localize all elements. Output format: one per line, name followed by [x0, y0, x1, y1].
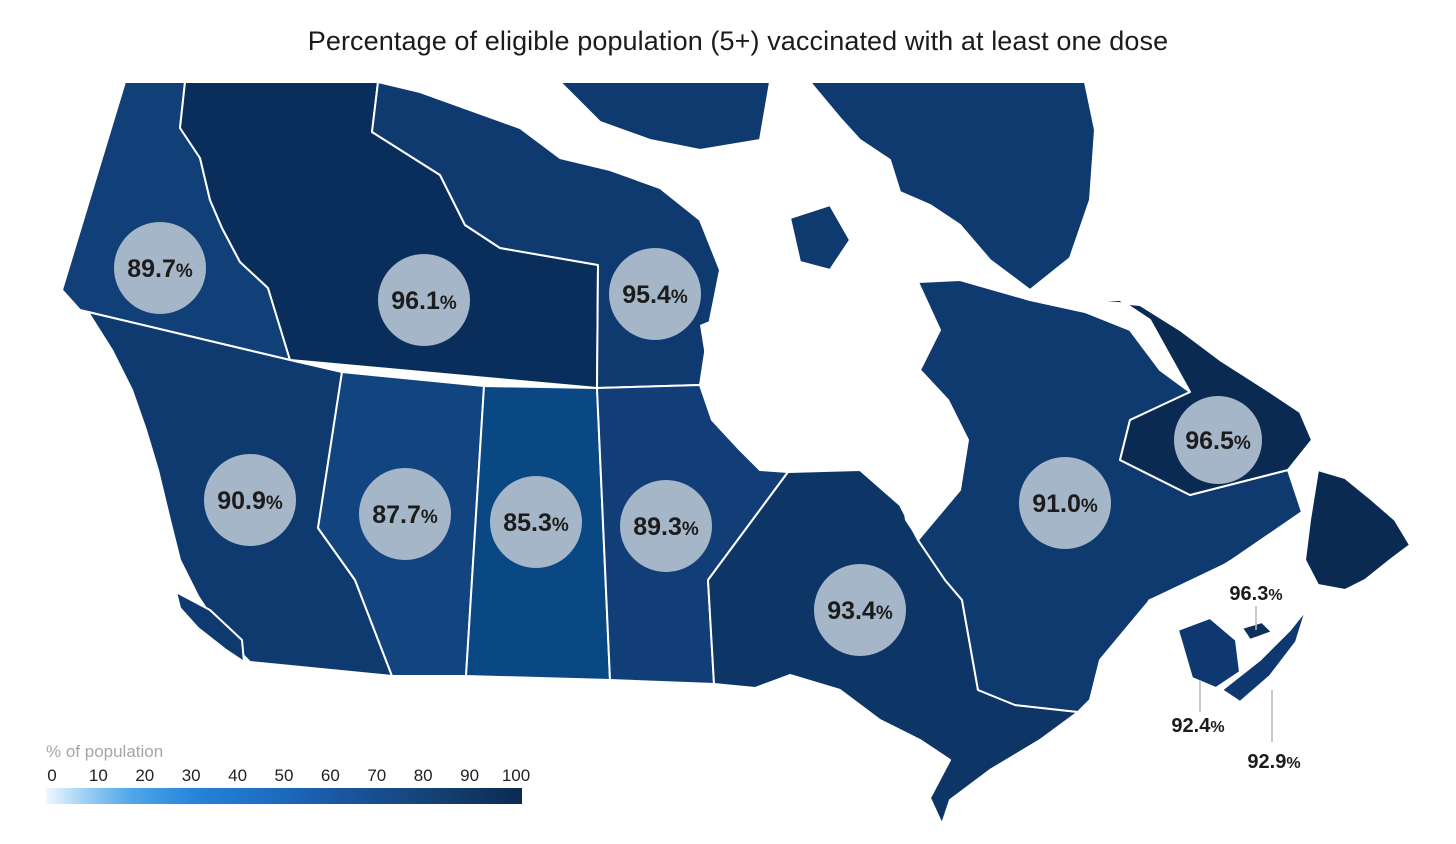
- label-nb: 92.4%: [1171, 715, 1224, 737]
- color-legend: % of population 0 10 20 30 40 50 60 70 8…: [46, 742, 530, 804]
- legend-tick: 0: [47, 766, 57, 785]
- legend-tick: 90: [460, 766, 480, 785]
- region-bc-island[interactable]: [175, 591, 245, 663]
- label-sk: 85.3%: [490, 476, 582, 568]
- svg-text:87.7%: 87.7%: [372, 501, 438, 529]
- svg-text:95.4%: 95.4%: [622, 281, 688, 309]
- region-nu-southampton[interactable]: [789, 204, 851, 271]
- region-ns[interactable]: [1221, 609, 1307, 703]
- legend-tick: 50: [274, 766, 294, 785]
- svg-text:91.0%: 91.0%: [1032, 490, 1098, 518]
- svg-text:96.1%: 96.1%: [391, 287, 457, 315]
- svg-text:96.5%: 96.5%: [1185, 427, 1251, 455]
- legend-tick: 80: [413, 766, 433, 785]
- region-nu-islands[interactable]: [559, 81, 771, 151]
- legend-tick: 30: [181, 766, 201, 785]
- label-qc: 91.0%: [1019, 457, 1111, 549]
- label-bc: 90.9%: [204, 454, 296, 546]
- label-ab: 87.7%: [359, 468, 451, 560]
- region-pe[interactable]: [1241, 621, 1273, 641]
- legend-tick: 40: [228, 766, 248, 785]
- svg-text:85.3%: 85.3%: [503, 509, 569, 537]
- legend-gradient-bar: [46, 788, 522, 804]
- svg-text:89.7%: 89.7%: [127, 255, 193, 283]
- legend-tick: 10: [88, 766, 108, 785]
- gulf-st-lawrence: [1140, 520, 1306, 650]
- legend-tick: 20: [135, 766, 155, 785]
- legend-tick: 60: [320, 766, 340, 785]
- map-title: Percentage of eligible population (5+) v…: [307, 26, 1169, 56]
- label-yt: 89.7%: [114, 222, 206, 314]
- legend-ticks: 0 10 20 30 40 50 60 70 80 90 100: [46, 766, 530, 786]
- svg-text:93.4%: 93.4%: [827, 597, 893, 625]
- label-mb: 89.3%: [620, 480, 712, 572]
- svg-text:90.9%: 90.9%: [217, 487, 283, 515]
- legend-title: % of population: [46, 742, 164, 761]
- label-nl: 96.5%: [1174, 396, 1262, 484]
- region-nu-baffin[interactable]: [809, 81, 1096, 291]
- label-nt: 96.1%: [378, 254, 470, 346]
- hudson-bay: [700, 292, 968, 540]
- label-nu: 95.4%: [609, 248, 701, 340]
- label-on: 93.4%: [814, 564, 906, 656]
- svg-text:89.3%: 89.3%: [633, 513, 699, 541]
- legend-tick: 70: [367, 766, 387, 785]
- label-pe: 96.3%: [1229, 583, 1282, 605]
- label-ns: 92.9%: [1247, 751, 1300, 773]
- region-nl-island[interactable]: [1304, 469, 1411, 591]
- region-nb[interactable]: [1177, 617, 1241, 689]
- legend-tick: 100: [501, 766, 531, 785]
